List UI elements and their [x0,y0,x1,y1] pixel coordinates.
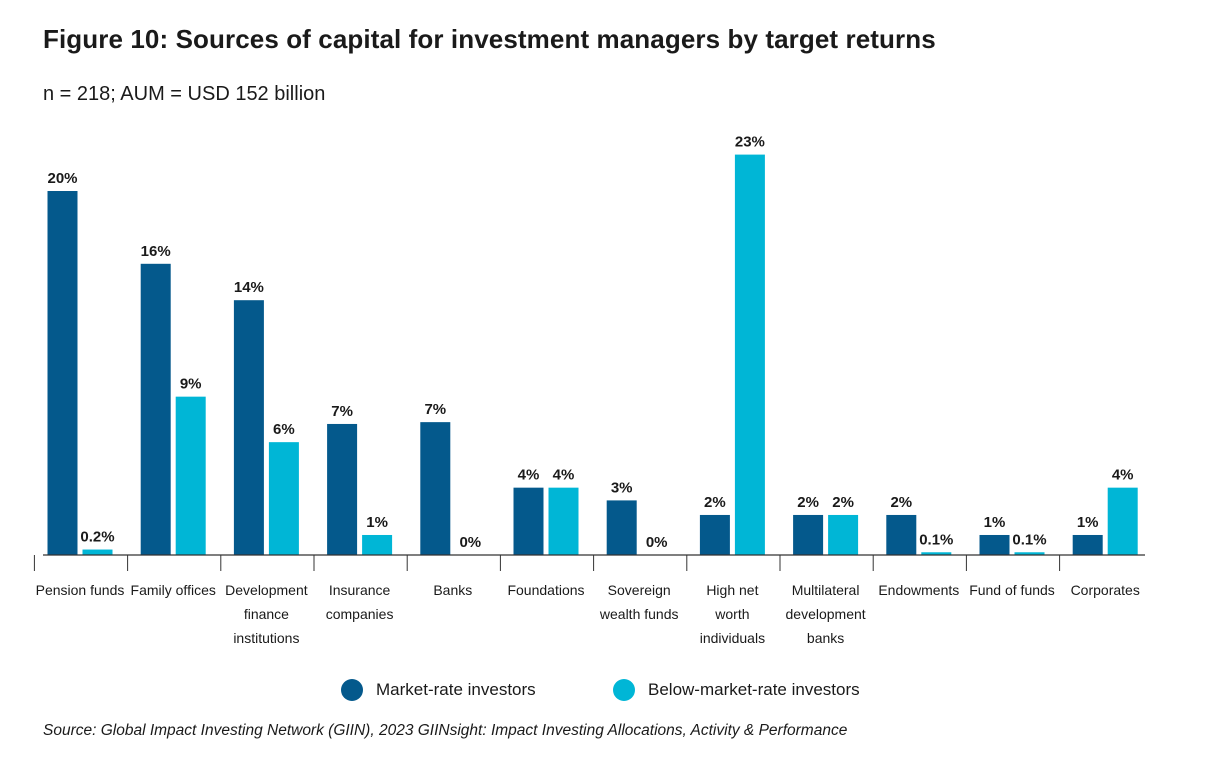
data-label: 2% [797,494,819,511]
data-label: 20% [47,170,77,187]
legend-item-market-rate: Market-rate investors [341,679,536,701]
legend: Market-rate investors Below-market-rate … [0,679,1214,705]
category-label: worth [714,606,749,622]
legend-item-below-market-rate: Below-market-rate investors [613,679,860,701]
data-label: 23% [735,134,765,151]
legend-label-market-rate: Market-rate investors [376,680,536,699]
data-label: 0% [459,534,481,551]
category-label: Family offices [131,582,216,598]
data-label: 16% [141,243,171,260]
bar-market-rate-2 [233,300,264,555]
data-label: 6% [273,421,295,438]
data-label: 9% [180,376,202,393]
category-label: High net [706,582,758,598]
data-label: 7% [331,403,353,420]
bar-market-rate-3 [327,423,358,555]
bar-below-market-rate-0 [82,549,113,555]
data-label: 7% [424,401,446,418]
bar-below-market-rate-7 [734,154,765,555]
category-label: institutions [233,630,299,646]
data-label: 2% [832,494,854,511]
data-label: 1% [366,514,388,531]
bar-below-market-rate-5 [548,487,579,555]
chart-title: Figure 10: Sources of capital for invest… [43,24,936,54]
category-label: Pension funds [36,582,125,598]
category-label: individuals [700,630,765,646]
source-note: Source: Global Impact Investing Network … [43,722,848,739]
bar-chart: 20% 0.2% Pension funds 16% 9% Family offices 1… [33,134,1145,646]
bar-market-rate-1 [140,263,171,555]
category-label: Foundations [507,582,584,598]
category-label: companies [326,606,394,622]
data-label: 14% [234,279,264,296]
bar-market-rate-6 [606,500,637,555]
bar-below-market-rate-10 [1014,552,1045,555]
data-label: 2% [704,494,726,511]
bar-below-market-rate-2 [268,442,299,555]
bar-market-rate-4 [420,422,451,555]
category-label: Insurance [329,582,391,598]
bar-below-market-rate-1 [175,396,206,555]
bar-market-rate-7 [699,514,730,555]
bar-below-market-rate-11 [1107,487,1138,555]
category-label: Fund of funds [969,582,1055,598]
category-label: wealth funds [599,606,679,622]
category-label: development [786,606,866,622]
category-label: Endowments [878,582,959,598]
data-label: 4% [1112,467,1134,484]
data-label: 1% [1077,514,1099,531]
bar-market-rate-0 [47,191,78,555]
category-label: Corporates [1071,582,1140,598]
legend-label-below-market-rate: Below-market-rate investors [648,680,860,699]
legend-swatch-market-rate [341,679,363,701]
legend-swatch-below-market-rate [613,679,635,701]
bar-below-market-rate-3 [362,534,393,555]
bar-market-rate-9 [886,514,917,555]
bar-market-rate-11 [1072,534,1103,555]
category-label: Multilateral [792,582,860,598]
bar-market-rate-5 [513,487,544,555]
category-label: Development [225,582,308,598]
bar-below-market-rate-8 [828,514,859,555]
data-label: 0.1% [919,531,953,548]
bar-market-rate-10 [979,534,1010,555]
data-label: 0.1% [1012,531,1046,548]
data-label: 0.2% [80,529,114,546]
category-label: finance [244,606,289,622]
data-label: 4% [518,467,540,484]
data-label: 2% [890,494,912,511]
data-label: 1% [984,514,1006,531]
data-label: 3% [611,479,633,496]
bar-below-market-rate-9 [921,552,952,555]
category-label: Banks [433,582,472,598]
data-label: 0% [646,534,668,551]
category-label: banks [807,630,844,646]
chart-subtitle: n = 218; AUM = USD 152 billion [43,83,326,105]
bar-market-rate-8 [793,514,824,555]
data-label: 4% [553,467,575,484]
category-label: Sovereign [608,582,671,598]
